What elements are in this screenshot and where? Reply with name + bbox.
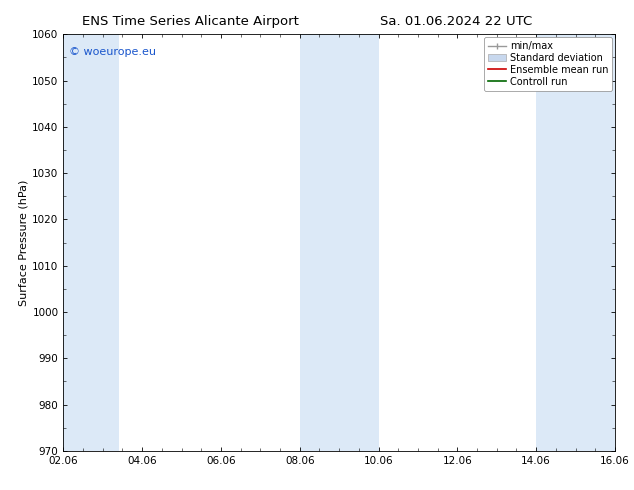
Bar <box>300 34 378 451</box>
Text: Sa. 01.06.2024 22 UTC: Sa. 01.06.2024 22 UTC <box>380 15 533 28</box>
Bar <box>536 34 615 451</box>
Y-axis label: Surface Pressure (hPa): Surface Pressure (hPa) <box>18 179 28 306</box>
Text: © woeurope.eu: © woeurope.eu <box>69 47 156 57</box>
Legend: min/max, Standard deviation, Ensemble mean run, Controll run: min/max, Standard deviation, Ensemble me… <box>484 37 612 91</box>
Text: ENS Time Series Alicante Airport: ENS Time Series Alicante Airport <box>82 15 299 28</box>
Bar <box>63 34 119 451</box>
